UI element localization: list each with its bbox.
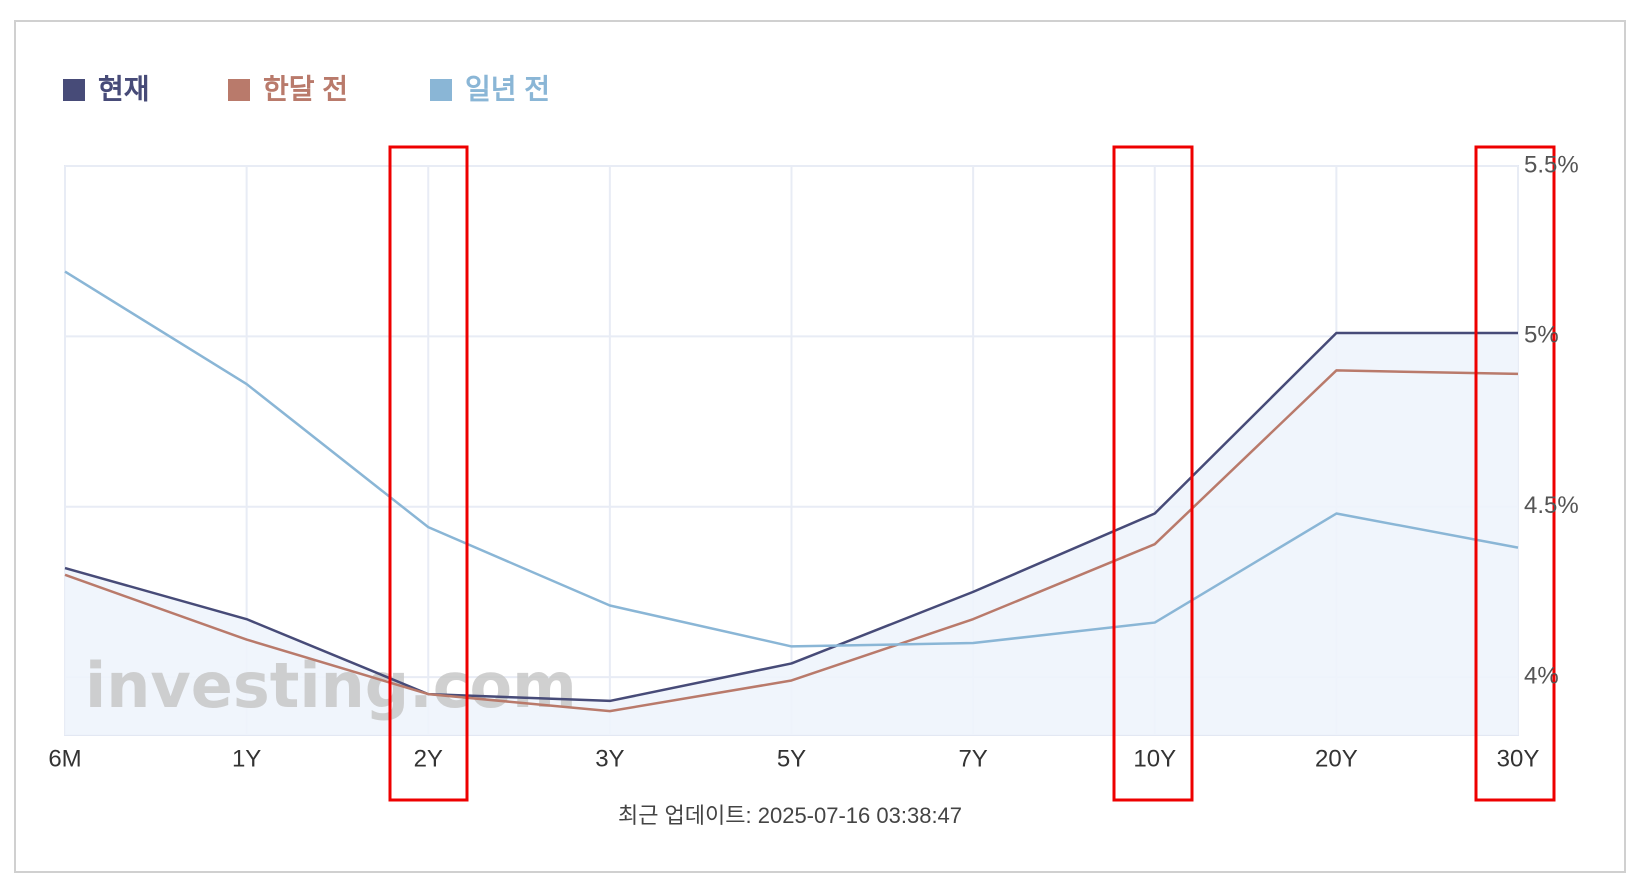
- legend-label: 현재: [98, 73, 150, 104]
- y-tick-label: 4%: [1524, 662, 1559, 689]
- series-line: [64, 331, 1518, 703]
- area: [65, 332, 1518, 735]
- highlight-box: [1474, 145, 1556, 802]
- x-tick-label: 1Y: [232, 745, 261, 772]
- legend-label: 한달 전: [263, 73, 348, 104]
- x-tick-label: 7Y: [958, 745, 987, 772]
- x-tick-label: 20Y: [1315, 745, 1358, 772]
- y-tick-label: 4.5%: [1524, 492, 1579, 519]
- series-line: [64, 270, 1519, 648]
- watermark: investing.com: [85, 649, 577, 722]
- x-tick-label: 6M: [48, 745, 81, 772]
- x-tick-label: 30Y: [1497, 745, 1540, 772]
- series-line: [64, 369, 1519, 713]
- lines-layer: [64, 270, 1519, 713]
- legend-swatch: [228, 79, 250, 101]
- legend: 현재 한달 전 일년 전: [63, 73, 550, 104]
- x-tick-label: 5Y: [777, 745, 806, 772]
- x-tick-label: 2Y: [414, 745, 443, 772]
- x-tick-label: 10Y: [1133, 745, 1176, 772]
- highlight-box: [1112, 145, 1194, 802]
- highlight-box: [388, 145, 469, 802]
- y-tick-label: 5.5%: [1524, 151, 1579, 178]
- legend-label: 일년 전: [465, 73, 550, 104]
- y-tick-label: 5%: [1524, 322, 1559, 349]
- footer: 최근 업데이트: 2025-07-16 03:38:47: [618, 803, 962, 828]
- legend-swatch: [63, 79, 85, 101]
- area-layer: [65, 332, 1518, 735]
- x-tick-label: 3Y: [595, 745, 624, 772]
- legend-swatch: [430, 79, 452, 101]
